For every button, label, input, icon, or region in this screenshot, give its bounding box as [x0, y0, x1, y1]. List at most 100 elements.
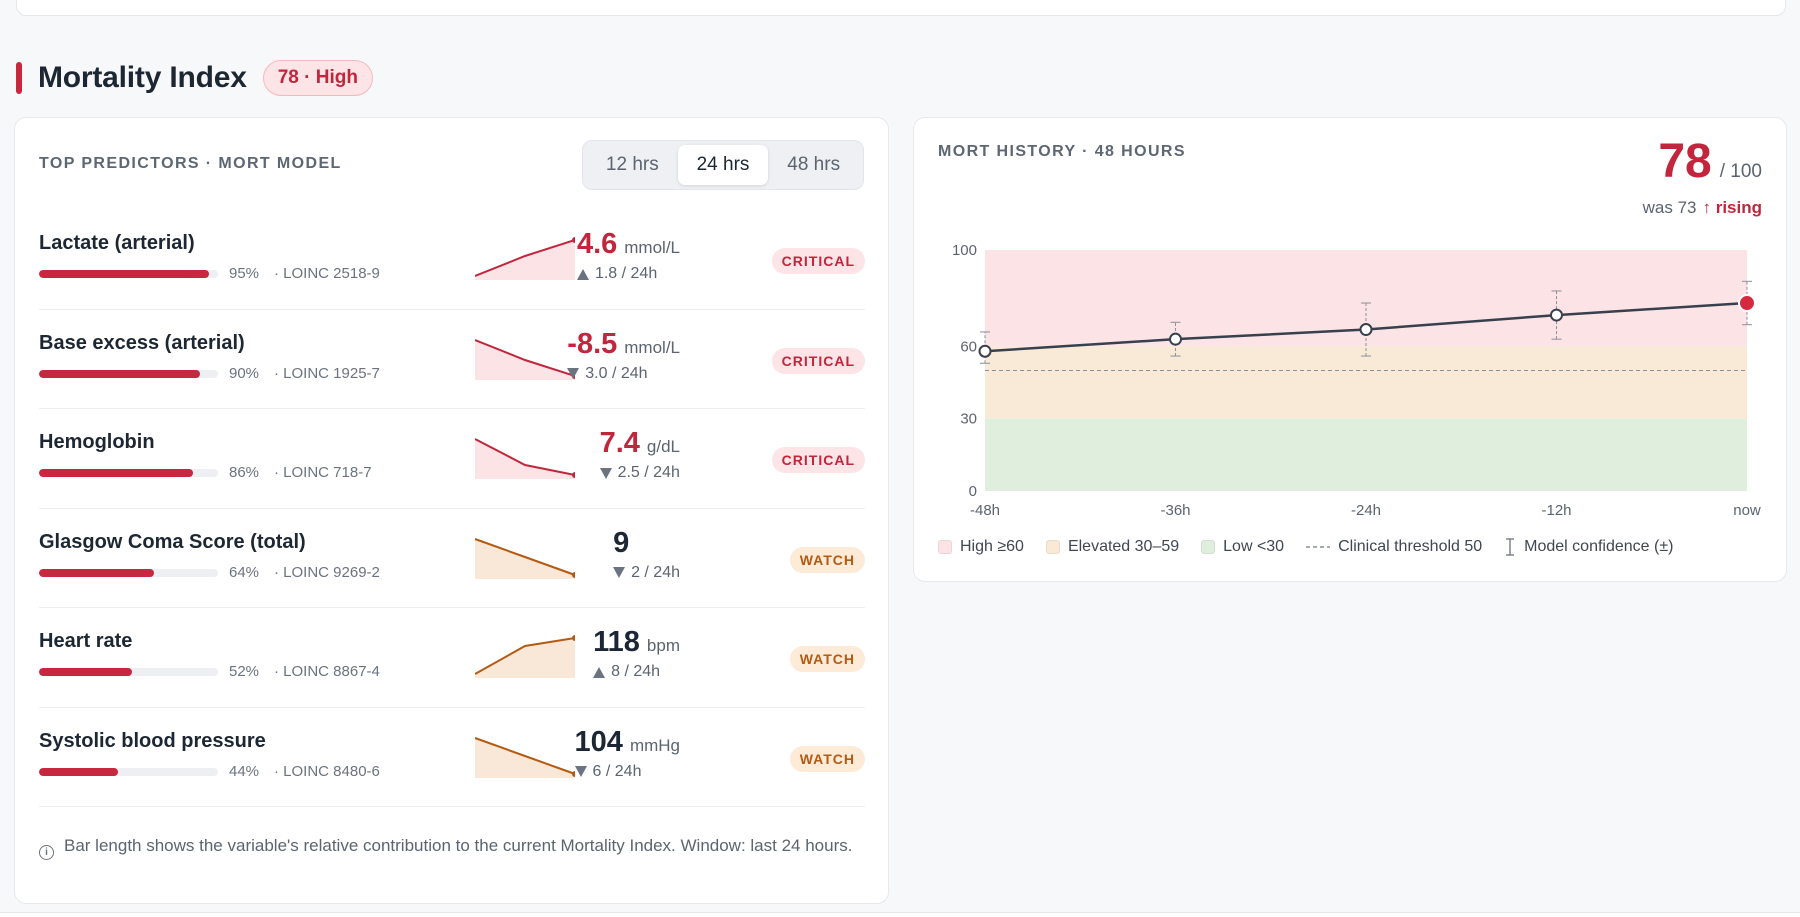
legend-label: Low <30 — [1223, 538, 1285, 555]
contribution-bar-fill — [39, 369, 201, 378]
section-accent — [16, 62, 22, 94]
delta-text: 8 / 24h — [611, 663, 661, 680]
x-tick-label: now — [1733, 502, 1761, 518]
contribution-percent: 44% — [229, 762, 260, 780]
status-badge: CRITICAL — [771, 447, 865, 473]
data-point — [978, 344, 992, 358]
predictor-value: -8.5 — [567, 327, 618, 360]
contribution-bar — [39, 767, 218, 776]
triangle-down-icon — [574, 766, 587, 777]
loinc-code: · LOINC 8480-6 — [274, 762, 380, 780]
data-point — [1359, 323, 1373, 337]
predictor-row[interactable]: Systolic blood pressure 44% · LOINC 8480-6… — [39, 708, 865, 807]
triangle-down-icon — [567, 368, 580, 379]
delta-text: 1.8 / 24h — [594, 265, 658, 282]
x-tick-label: -12h — [1541, 502, 1571, 518]
risk-band — [985, 418, 1747, 491]
footnote: i Bar length shows the variable's relati… — [39, 834, 859, 860]
contribution-percent: 64% — [229, 563, 260, 581]
predictor-name: Lactate (arterial) — [39, 232, 195, 254]
x-tick-label: -24h — [1351, 502, 1381, 518]
y-tick-label: 60 — [960, 338, 977, 355]
predictor-unit: mmol/L — [624, 238, 680, 257]
section-title: Mortality Index — [38, 61, 247, 94]
legend-item: Clinical threshold 50 — [1306, 538, 1482, 556]
y-tick-label: 30 — [960, 411, 977, 428]
delta-text: 2.5 / 24h — [617, 464, 680, 481]
predictor-value-block: 118 bpm 8 / 24h — [593, 626, 680, 681]
sparkline-line — [475, 537, 575, 576]
contribution-bar-fill — [39, 270, 210, 278]
predictor-unit: bpm — [646, 636, 680, 655]
tab-24-hrs[interactable]: 24 hrs — [677, 145, 769, 185]
predictor-value-block: 104 mmHg 6 / 24h — [574, 725, 680, 781]
predictor-value: 4.6 — [576, 228, 618, 260]
predictor-value: 104 — [574, 725, 623, 758]
info-icon: i — [39, 845, 54, 860]
footnote-text: Bar length shows the variable's relative… — [64, 836, 853, 855]
score-comparison: was 73 ↑ rising — [1643, 198, 1762, 218]
predictor-unit: g/dL — [646, 437, 680, 456]
predictor-row[interactable]: Hemoglobin 86% · LOINC 718-7 7.4 g/dL 2.5 / 2… — [39, 409, 865, 509]
predictor-value-block: 4.6 mmol/L 1.8 / 24h — [576, 228, 680, 283]
history-card-title: MORT HISTORY · 48 HOURS — [938, 143, 1186, 160]
trend-sparkline — [475, 537, 575, 579]
tab-48-hrs[interactable]: 48 hrs — [787, 154, 841, 175]
trend-indicator: ↑ rising — [1702, 198, 1762, 217]
predictor-value: 7.4 — [599, 427, 640, 459]
chart-legend: High ≥60 Elevated 30–59 Low <30 Clinical th… — [938, 538, 1673, 556]
contribution-percent: 95% — [229, 265, 260, 282]
sparkline-endpoint — [572, 571, 575, 578]
sparkline-area — [475, 439, 575, 479]
status-badge: WATCH — [789, 646, 865, 672]
legend-swatch — [938, 540, 952, 554]
score-denominator: / 100 — [1719, 161, 1762, 182]
contribution-bar-fill — [39, 469, 193, 477]
data-point — [1550, 308, 1563, 322]
predictor-row[interactable]: Lactate (arterial) 95% · LOINC 2518-9 4.6 mm… — [39, 210, 865, 310]
risk-badge: 78 · High — [262, 60, 373, 96]
y-tick-label: 100 — [952, 242, 977, 259]
status-badge: CRITICAL — [771, 248, 865, 274]
trend-sparkline — [475, 338, 575, 380]
contribution-bar-fill — [39, 767, 118, 776]
sparkline-area — [475, 638, 575, 678]
legend-swatch — [1201, 540, 1216, 554]
loinc-code: · LOINC 2518-9 — [274, 265, 380, 282]
trend-sparkline — [475, 635, 575, 678]
loinc-code: · LOINC 8867-4 — [274, 663, 380, 680]
legend-label: Model confidence (±) — [1524, 538, 1674, 555]
predictor-delta: 1.8 / 24h — [576, 265, 680, 283]
sparkline-endpoint — [572, 770, 575, 777]
sparkline-line — [475, 736, 575, 775]
predictor-value-block: 7.4 g/dL 2.5 / 24h — [599, 427, 680, 482]
predictor-name: Systolic blood pressure — [39, 729, 266, 752]
predictor-list: Lactate (arterial) 95% · LOINC 2518-9 4.6 mm… — [39, 210, 865, 807]
predictor-row[interactable]: Heart rate 52% · LOINC 8867-4 118 bpm 8 / 24h… — [39, 608, 865, 708]
trend-sparkline — [475, 237, 575, 280]
predictor-row[interactable]: Glasgow Coma Score (total) 64% · LOINC 926… — [39, 509, 865, 608]
triangle-down-icon — [599, 467, 612, 479]
current-score: 78 / 100 — [1658, 134, 1762, 189]
previous-card — [16, 0, 1786, 16]
current-point — [1738, 294, 1756, 313]
sparkline-endpoint — [572, 472, 575, 478]
contribution-bar — [39, 469, 218, 477]
delta-text: 2 / 24h — [631, 563, 680, 581]
loinc-code: · LOINC 9269-2 — [274, 563, 380, 581]
sparkline-line — [475, 338, 575, 377]
previous-score: was 73 — [1642, 198, 1697, 217]
loinc-code: · LOINC 718-7 — [274, 464, 372, 481]
predictor-name: Glasgow Coma Score (total) — [39, 530, 306, 553]
predictor-value: 9 — [613, 526, 630, 559]
time-window-toggle: 12 hrs 24 hrs 48 hrs — [582, 140, 864, 190]
predictor-value: 118 — [593, 626, 640, 658]
predictor-row[interactable]: Base excess (arterial) 90% · LOINC 1925-7 -… — [39, 310, 865, 409]
status-badge: WATCH — [789, 546, 865, 573]
predictor-delta: 8 / 24h — [593, 663, 680, 681]
tab-12-hrs[interactable]: 12 hrs — [605, 154, 659, 175]
triangle-up-icon — [593, 666, 606, 678]
x-tick-label: -48h — [970, 502, 1000, 518]
triangle-up-icon — [576, 268, 589, 280]
